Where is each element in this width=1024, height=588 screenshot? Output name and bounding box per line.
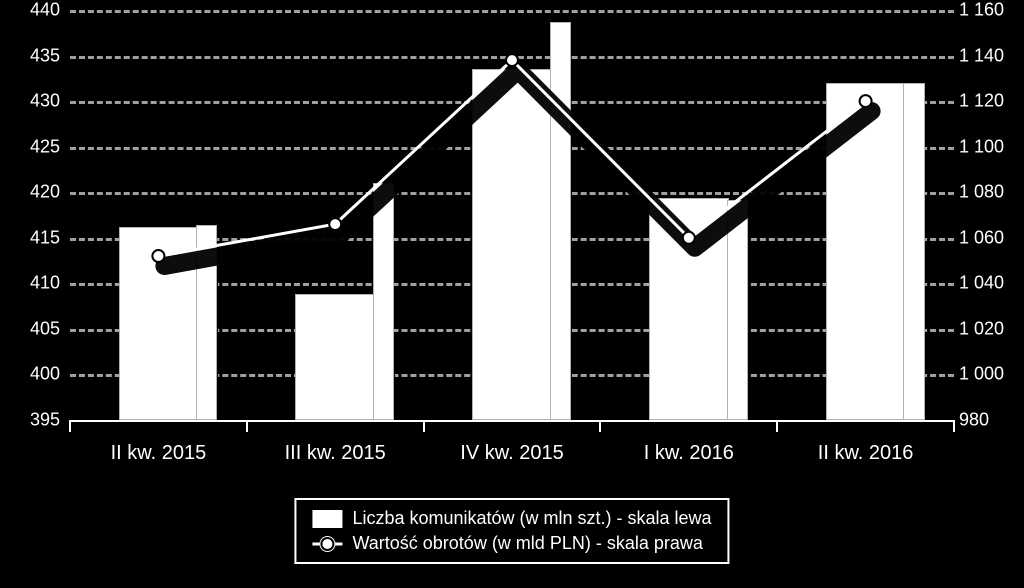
y-right-tick-label: 1 120: [959, 91, 1014, 112]
x-category-label: IV kw. 2015: [460, 442, 563, 465]
line-marker-icon: [152, 250, 164, 262]
x-category-label: I kw. 2016: [644, 442, 734, 465]
line-swatch-icon: [312, 535, 342, 553]
bar-swatch-icon: [312, 510, 342, 528]
legend: Liczba komunikatów (w mln szt.) - skala …: [294, 498, 729, 564]
legend-line-label: Wartość obrotów (w mld PLN) - skala praw…: [352, 533, 702, 554]
legend-item-line: Wartość obrotów (w mld PLN) - skala praw…: [312, 531, 711, 556]
y-right-tick-label: 1 020: [959, 318, 1014, 339]
y-left-tick-label: 435: [10, 45, 60, 66]
y-left-tick-label: 430: [10, 91, 60, 112]
y-left-tick-label: 440: [10, 0, 60, 21]
x-tick: [776, 420, 778, 432]
y-right-tick-label: 1 100: [959, 136, 1014, 157]
y-left-tick-label: 415: [10, 227, 60, 248]
y-right-tick-label: 1 060: [959, 227, 1014, 248]
x-tick: [423, 420, 425, 432]
y-left-tick-label: 395: [10, 410, 60, 431]
combo-chart: 395 400 405 410 415 420 425 430 435 440 980 1 000 1…: [0, 0, 1024, 588]
line-marker-icon: [683, 232, 695, 244]
x-axis: II kw. 2015 III kw. 2015 IV kw. 2015 I kw. …: [70, 420, 954, 490]
line-series: [70, 10, 954, 420]
y-left-tick-label: 405: [10, 318, 60, 339]
line-marker-icon: [506, 54, 518, 66]
y-right-tick-label: 1 160: [959, 0, 1014, 21]
y-right-tick-label: 1 080: [959, 182, 1014, 203]
y-left-tick-label: 425: [10, 136, 60, 157]
legend-bar-label: Liczba komunikatów (w mln szt.) - skala …: [352, 508, 711, 529]
x-category-label: II kw. 2015: [111, 442, 207, 465]
x-tick: [953, 420, 955, 432]
y-right-tick-label: 1 140: [959, 45, 1014, 66]
legend-item-bars: Liczba komunikatów (w mln szt.) - skala …: [312, 506, 711, 531]
line-marker-icon: [860, 95, 872, 107]
plot-area: [70, 10, 954, 420]
x-category-label: II kw. 2016: [818, 442, 914, 465]
x-tick: [69, 420, 71, 432]
x-tick: [599, 420, 601, 432]
y-right-tick-label: 1 040: [959, 273, 1014, 294]
x-tick: [246, 420, 248, 432]
y-left-tick-label: 400: [10, 364, 60, 385]
y-left-tick-label: 410: [10, 273, 60, 294]
y-right-tick-label: 980: [959, 410, 1014, 431]
y-right-tick-label: 1 000: [959, 364, 1014, 385]
y-left-tick-label: 420: [10, 182, 60, 203]
x-category-label: III kw. 2015: [285, 442, 386, 465]
line-marker-icon: [329, 218, 341, 230]
